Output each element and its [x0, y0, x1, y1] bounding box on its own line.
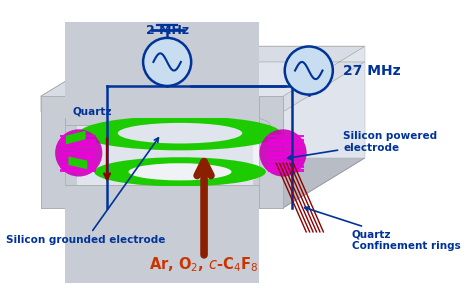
- Ellipse shape: [118, 123, 242, 143]
- FancyBboxPatch shape: [60, 169, 96, 172]
- Polygon shape: [41, 46, 364, 208]
- Ellipse shape: [81, 112, 279, 194]
- Text: 2 MHz: 2 MHz: [145, 24, 189, 37]
- FancyBboxPatch shape: [60, 135, 96, 138]
- FancyBboxPatch shape: [60, 143, 96, 146]
- Polygon shape: [41, 96, 65, 208]
- FancyBboxPatch shape: [267, 169, 304, 172]
- FancyBboxPatch shape: [267, 156, 304, 159]
- FancyBboxPatch shape: [60, 152, 96, 155]
- Polygon shape: [66, 131, 86, 144]
- Text: Silicon grounded electrode: Silicon grounded electrode: [6, 138, 165, 246]
- Ellipse shape: [94, 157, 266, 186]
- Ellipse shape: [55, 129, 103, 177]
- Polygon shape: [65, 96, 259, 125]
- Ellipse shape: [129, 163, 232, 180]
- Circle shape: [285, 46, 333, 95]
- Polygon shape: [41, 185, 283, 208]
- FancyBboxPatch shape: [267, 139, 304, 142]
- Polygon shape: [69, 156, 87, 169]
- Polygon shape: [283, 46, 364, 208]
- Polygon shape: [65, 22, 259, 118]
- FancyBboxPatch shape: [267, 161, 304, 163]
- FancyBboxPatch shape: [267, 152, 304, 155]
- FancyBboxPatch shape: [267, 148, 304, 150]
- Text: Silicon powered
electrode: Silicon powered electrode: [288, 131, 437, 160]
- FancyBboxPatch shape: [267, 143, 304, 146]
- Text: 27 MHz: 27 MHz: [343, 63, 401, 77]
- FancyBboxPatch shape: [60, 161, 96, 163]
- Polygon shape: [146, 46, 364, 158]
- Ellipse shape: [90, 112, 270, 138]
- FancyBboxPatch shape: [60, 139, 96, 142]
- Polygon shape: [77, 103, 253, 198]
- FancyBboxPatch shape: [60, 148, 96, 150]
- Text: Quartz: Quartz: [73, 107, 112, 117]
- Polygon shape: [259, 96, 283, 208]
- FancyBboxPatch shape: [60, 165, 96, 167]
- Polygon shape: [65, 185, 259, 283]
- FancyBboxPatch shape: [267, 165, 304, 167]
- Circle shape: [143, 38, 191, 86]
- FancyBboxPatch shape: [60, 156, 96, 159]
- Polygon shape: [41, 96, 283, 208]
- FancyBboxPatch shape: [267, 135, 304, 138]
- Polygon shape: [65, 185, 259, 208]
- Ellipse shape: [79, 116, 281, 150]
- Text: Quartz
Confinement rings: Quartz Confinement rings: [305, 207, 460, 251]
- Ellipse shape: [260, 129, 307, 177]
- Polygon shape: [41, 96, 283, 125]
- Polygon shape: [41, 46, 364, 96]
- Polygon shape: [41, 46, 364, 112]
- Text: Ar, O$_2$, $c$-C$_4$F$_8$: Ar, O$_2$, $c$-C$_4$F$_8$: [150, 255, 259, 274]
